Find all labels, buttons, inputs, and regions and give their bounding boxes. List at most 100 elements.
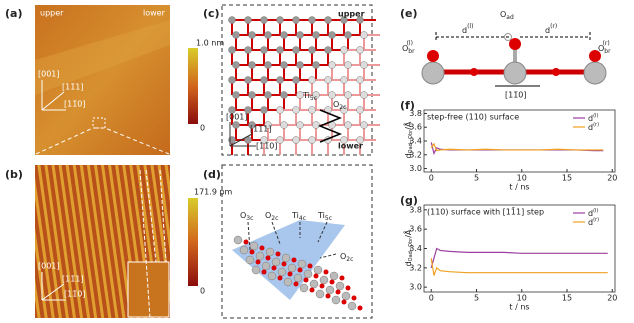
atom: [312, 31, 320, 39]
axis-label: [001]: [38, 262, 60, 271]
atom: [335, 289, 341, 295]
atom: [232, 121, 240, 129]
base: O: [598, 44, 604, 53]
y-tick-label: 3.8: [409, 205, 422, 214]
atom: [239, 245, 249, 255]
atom: [324, 46, 332, 54]
atom: [296, 31, 304, 39]
y-tick-label: 3.6: [409, 123, 422, 132]
atom: [232, 61, 240, 69]
direction-label: [11̄0]: [505, 91, 527, 100]
atom: [255, 259, 261, 265]
panel-label: (a): [5, 7, 22, 20]
atom: [339, 275, 345, 281]
x-tick-label: 0: [429, 174, 434, 183]
tail: /Å: [402, 121, 413, 130]
panel-label: (c): [203, 7, 220, 20]
atom: [244, 76, 252, 84]
atom-label: Oad: [500, 10, 514, 21]
base: O: [265, 211, 271, 220]
series-line: [430, 258, 608, 276]
panel-label: (b): [5, 168, 23, 181]
atom: [328, 61, 336, 69]
atom: [341, 291, 351, 301]
legend-label: d(r): [588, 217, 599, 227]
axes-arrows: [229, 122, 256, 147]
atom: [340, 46, 348, 54]
subscript: Oad−Obr: [408, 237, 414, 261]
atom: [319, 275, 329, 285]
atom: [248, 121, 256, 129]
atom: [244, 106, 252, 114]
atom: [280, 121, 288, 129]
series-line: [430, 142, 604, 152]
atom: [260, 106, 268, 114]
atom: [356, 106, 364, 114]
distance-label: d(l): [462, 23, 473, 35]
inset: [127, 261, 170, 318]
colorbar-min: 0: [200, 124, 205, 133]
atom: [280, 31, 288, 39]
atom: [271, 265, 277, 271]
atom: [344, 31, 352, 39]
x-tick-label: 15: [562, 174, 572, 183]
atom: [259, 245, 265, 251]
superscript: (l): [407, 40, 413, 47]
atom: [344, 61, 352, 69]
atom: [325, 285, 335, 295]
lower-label: lower: [143, 9, 166, 18]
atom: [281, 261, 287, 267]
legend-label: d(l): [588, 113, 598, 123]
atom: [248, 61, 256, 69]
colorbar: [188, 198, 198, 286]
atom: [228, 106, 236, 114]
x-tick-label: 20: [607, 294, 617, 303]
atom: [360, 91, 368, 99]
atom: [329, 271, 339, 281]
lower-label: lower: [338, 142, 363, 151]
atom: [312, 121, 320, 129]
axis-label: [001]: [38, 70, 60, 79]
axis-label: [11̄0]: [256, 142, 278, 151]
axis-label: [11̄0]: [64, 290, 86, 299]
atom: [267, 271, 277, 281]
atom: [275, 251, 281, 257]
atom: [307, 263, 313, 269]
base: d: [404, 153, 413, 158]
atom: [296, 121, 304, 129]
atom: [292, 136, 300, 144]
atom: [340, 16, 348, 24]
atom: [248, 91, 256, 99]
atom: [360, 31, 368, 39]
atom: [313, 265, 323, 275]
x-tick-label: 5: [474, 174, 479, 183]
axis-label: [11̄1]: [62, 275, 84, 284]
atom: [260, 16, 268, 24]
atom: [232, 91, 240, 99]
panel-label: (f): [400, 99, 415, 112]
atom: [309, 287, 315, 293]
base: O: [340, 252, 346, 261]
base: d: [588, 209, 593, 218]
atom: [244, 16, 252, 24]
base: Ti: [317, 211, 325, 220]
atom: [328, 91, 336, 99]
stm-image: [35, 5, 170, 155]
atom: [347, 301, 357, 311]
atom: [297, 267, 303, 273]
atom: [276, 136, 284, 144]
chart-title: step-free (110) surface: [427, 113, 519, 122]
slab: [233, 235, 363, 311]
atom: [351, 295, 357, 301]
atom: [345, 285, 351, 291]
atom: [296, 61, 304, 69]
atom: [344, 121, 352, 129]
atom: [340, 76, 348, 84]
atom: [265, 247, 275, 257]
atom: [309, 279, 319, 289]
zoom-box: [92, 117, 106, 129]
atom: [249, 249, 255, 255]
subscript: 2c: [339, 104, 346, 111]
atom: [313, 273, 319, 279]
base: d: [545, 26, 550, 35]
